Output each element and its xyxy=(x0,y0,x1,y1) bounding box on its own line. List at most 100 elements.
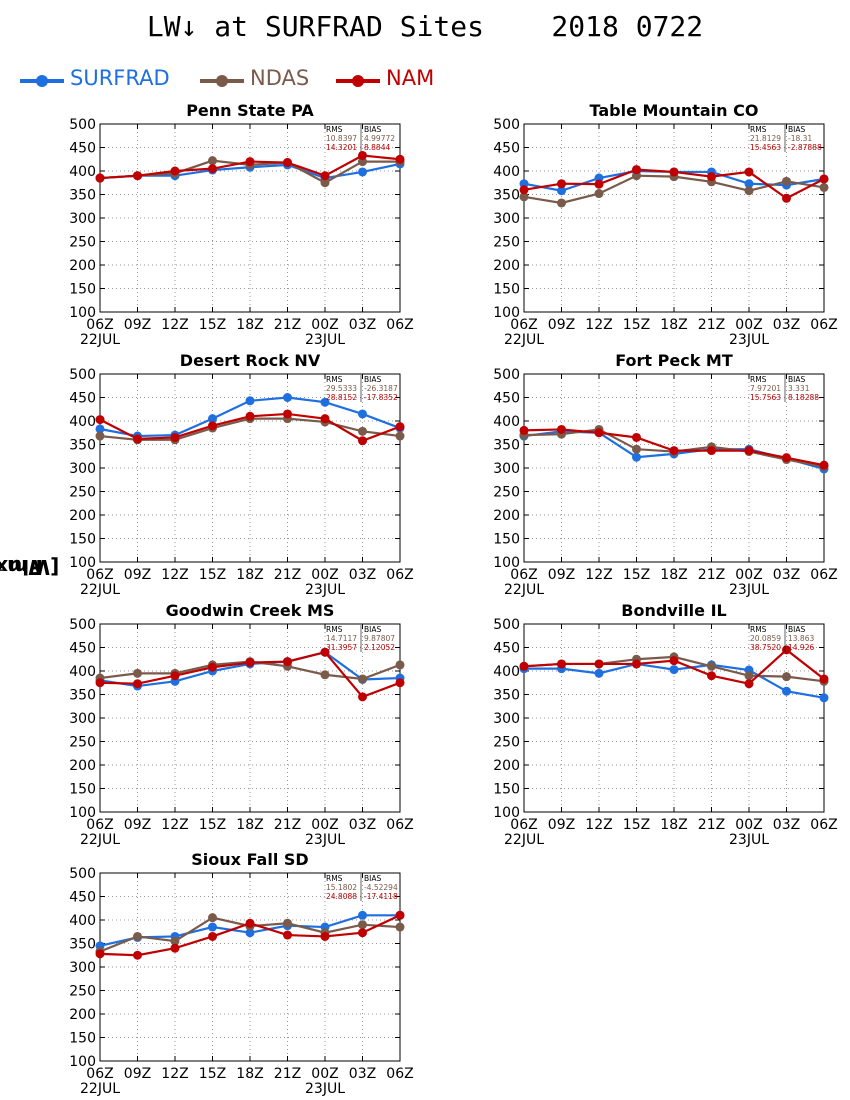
x-tick-label: 09Z xyxy=(548,817,575,833)
data-point xyxy=(395,678,405,688)
data-point xyxy=(395,422,405,432)
line-circle-marker-icon xyxy=(200,75,244,87)
x-tick-label: 12Z xyxy=(161,567,188,583)
stats-header: BIAS xyxy=(788,625,805,634)
data-point xyxy=(557,424,566,434)
stats-header: RMS xyxy=(326,375,343,384)
chart-title: Sioux Fall SD xyxy=(191,850,308,869)
x-tick-label: 21Z xyxy=(698,317,725,333)
x-tick-label: 12Z xyxy=(585,817,612,833)
stats-value: -18.31 xyxy=(788,134,812,143)
x-tick-label: 06Z xyxy=(86,817,113,833)
x-tick-label: 06Z xyxy=(86,567,113,583)
data-point xyxy=(245,658,255,668)
x-tick-label: 03Z xyxy=(349,317,376,333)
stats-value: 4.99772 xyxy=(364,134,395,143)
y-tick-label: 400 xyxy=(69,664,96,680)
data-point xyxy=(95,678,105,688)
x-tick-label: 06Z xyxy=(386,817,413,833)
y-tick-label: 300 xyxy=(493,711,520,727)
data-point xyxy=(744,186,754,196)
stats-value: 8.18288 xyxy=(788,393,819,402)
y-tick-label: 350 xyxy=(69,688,96,704)
y-tick-label: 450 xyxy=(69,890,96,906)
y-tick-label: 300 xyxy=(69,461,96,477)
stats-value: 13.863 xyxy=(788,634,814,643)
y-tick-label: 150 xyxy=(69,532,96,548)
data-point xyxy=(170,432,180,442)
chart-title: Goodwin Creek MS xyxy=(166,601,335,620)
x-tick-label: 18Z xyxy=(660,317,687,333)
x-tick-label: 03Z xyxy=(349,1066,376,1082)
stats-value: -2.87888 xyxy=(788,143,822,152)
data-point xyxy=(358,409,367,419)
y-tick-label: 500 xyxy=(69,367,96,383)
data-point xyxy=(358,150,367,160)
y-tick-label: 500 xyxy=(69,866,96,882)
y-tick-label: 450 xyxy=(69,641,96,657)
data-point xyxy=(95,415,105,425)
x-tick-label: 21Z xyxy=(698,817,725,833)
data-point xyxy=(208,156,217,166)
x-tick-label: 06Z xyxy=(810,317,837,333)
data-point xyxy=(170,943,180,953)
data-point xyxy=(245,396,255,406)
date-label: 23JUL xyxy=(305,1081,345,1097)
chart-title: Penn State PA xyxy=(186,101,314,120)
y-tick-label: 450 xyxy=(493,141,520,157)
data-point xyxy=(95,949,105,959)
stats-header: RMS xyxy=(750,375,767,384)
x-tick-label: 21Z xyxy=(274,1066,301,1082)
x-tick-label: 15Z xyxy=(623,817,650,833)
x-tick-label: 15Z xyxy=(623,317,650,333)
x-tick-label: 15Z xyxy=(199,1066,226,1082)
data-point xyxy=(744,167,754,177)
x-tick-label: 12Z xyxy=(161,317,188,333)
data-point xyxy=(519,425,529,435)
y-tick-label: 350 xyxy=(493,438,520,454)
data-point xyxy=(594,189,604,199)
data-point xyxy=(395,154,405,164)
stats-header: BIAS xyxy=(788,125,805,134)
date-label: 23JUL xyxy=(305,582,345,598)
y-tick-label: 400 xyxy=(493,414,520,430)
stats-value: 29.5333 xyxy=(326,384,357,393)
data-point xyxy=(594,428,604,438)
y-tick-label: 100 xyxy=(493,305,520,321)
y-tick-label: 150 xyxy=(493,532,520,548)
x-tick-label: 09Z xyxy=(548,567,575,583)
stats-value: 14.926 xyxy=(788,643,814,652)
y-tick-label: 400 xyxy=(69,414,96,430)
stats-value: 31.3957 xyxy=(326,643,357,652)
data-point xyxy=(395,910,405,920)
y-tick-label: 400 xyxy=(493,164,520,180)
data-point xyxy=(320,178,330,188)
data-point xyxy=(782,672,791,682)
y-tick-label: 300 xyxy=(493,461,520,477)
date-label: 23JUL xyxy=(305,832,345,848)
data-point xyxy=(669,656,679,666)
x-tick-label: 21Z xyxy=(698,567,725,583)
stats-value: -4.52294 xyxy=(364,883,398,892)
data-point xyxy=(819,693,829,703)
data-point xyxy=(245,411,255,421)
data-point xyxy=(358,436,367,446)
data-point xyxy=(744,446,754,456)
data-point xyxy=(245,928,255,938)
date-label: 22JUL xyxy=(80,332,120,348)
stats-value: 21.8129 xyxy=(750,134,781,143)
x-tick-label: 12Z xyxy=(161,817,188,833)
stats-value: -17.4118 xyxy=(364,892,398,901)
data-point xyxy=(245,918,255,928)
chart-title: Desert Rock NV xyxy=(180,351,321,370)
data-point xyxy=(320,414,330,424)
data-point xyxy=(320,397,330,407)
y-tick-label: 150 xyxy=(69,282,96,298)
data-point xyxy=(133,668,142,678)
x-tick-label: 03Z xyxy=(349,567,376,583)
y-tick-label: 500 xyxy=(69,617,96,633)
y-tick-label: 200 xyxy=(69,508,96,524)
x-tick-label: 12Z xyxy=(585,317,612,333)
y-tick-label: 250 xyxy=(493,485,520,501)
data-point xyxy=(208,922,217,932)
